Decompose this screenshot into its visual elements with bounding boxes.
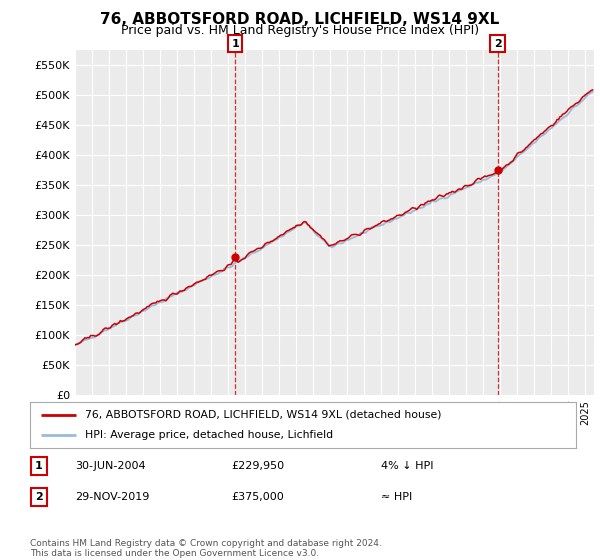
Text: 2: 2: [494, 39, 502, 49]
Text: 76, ABBOTSFORD ROAD, LICHFIELD, WS14 9XL: 76, ABBOTSFORD ROAD, LICHFIELD, WS14 9XL: [100, 12, 500, 27]
Text: 1: 1: [232, 39, 239, 49]
Text: Contains HM Land Registry data © Crown copyright and database right 2024.
This d: Contains HM Land Registry data © Crown c…: [30, 539, 382, 558]
Text: £229,950: £229,950: [231, 461, 284, 471]
Text: 29-NOV-2019: 29-NOV-2019: [75, 492, 149, 502]
Text: HPI: Average price, detached house, Lichfield: HPI: Average price, detached house, Lich…: [85, 430, 333, 440]
Text: 30-JUN-2004: 30-JUN-2004: [75, 461, 146, 471]
Text: Price paid vs. HM Land Registry's House Price Index (HPI): Price paid vs. HM Land Registry's House …: [121, 24, 479, 37]
Text: 4% ↓ HPI: 4% ↓ HPI: [381, 461, 433, 471]
Text: 76, ABBOTSFORD ROAD, LICHFIELD, WS14 9XL (detached house): 76, ABBOTSFORD ROAD, LICHFIELD, WS14 9XL…: [85, 410, 441, 420]
Text: £375,000: £375,000: [231, 492, 284, 502]
Text: 1: 1: [35, 461, 43, 471]
Text: 2: 2: [35, 492, 43, 502]
Text: ≈ HPI: ≈ HPI: [381, 492, 412, 502]
